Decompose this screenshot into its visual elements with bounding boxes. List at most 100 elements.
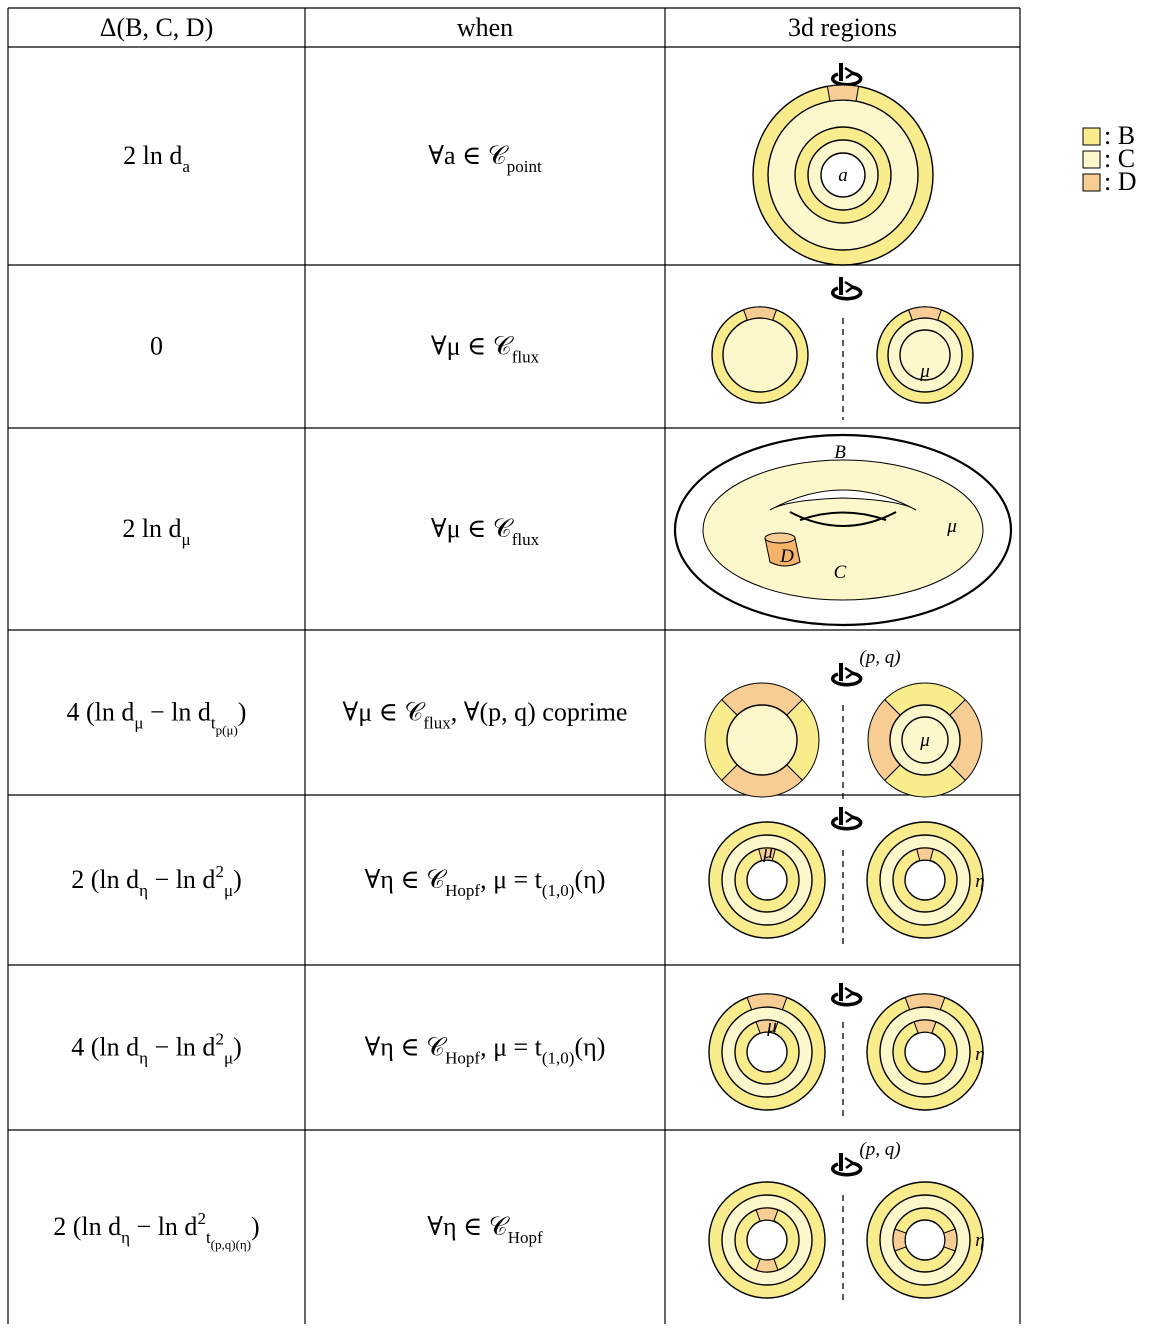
- cylinder-d: [764, 537, 801, 567]
- region: [746, 1031, 788, 1073]
- formula-part: μ: [182, 530, 191, 549]
- region: [904, 1031, 946, 1073]
- rotation-icon: [830, 285, 863, 301]
- formula-part: t: [211, 714, 216, 733]
- diagram-label: μ: [919, 361, 930, 382]
- formula-part: ∀η ∈ 𝒞: [365, 865, 449, 894]
- formula-part: 2 ln d: [122, 514, 181, 543]
- formula: 4 (ln dμ − ln dtp(μ)): [67, 698, 247, 738]
- header-cell: 3d regions: [788, 13, 897, 42]
- formula-part: ∀μ ∈ 𝒞: [343, 698, 427, 727]
- region-d: [755, 1019, 779, 1034]
- formula-part: η: [121, 1228, 130, 1247]
- header-cell: when: [457, 13, 513, 42]
- legend-swatch: [1082, 150, 1101, 169]
- condition: ∀μ ∈ 𝒞flux: [431, 332, 540, 367]
- formula-part: ∀μ ∈ 𝒞: [431, 514, 515, 543]
- rotation-arrow: [844, 66, 856, 80]
- formula-part: , μ = t: [480, 1033, 543, 1062]
- formula-part: 2: [197, 1209, 206, 1228]
- formula-part: Hopf: [445, 1049, 480, 1068]
- formula-part: − ln d: [130, 1212, 197, 1241]
- formula-part: 2 (ln d: [71, 865, 139, 894]
- formula: 0: [150, 332, 163, 361]
- table-grid: [7, 7, 1021, 1324]
- legend-label: : D: [1104, 167, 1137, 196]
- formula-part: − ln d: [148, 865, 215, 894]
- formula-part: μ: [134, 714, 143, 733]
- region: [901, 716, 949, 764]
- rotation-icon: [830, 671, 863, 687]
- formula-part: η: [139, 1049, 148, 1068]
- diagram-label: (p, q): [859, 1139, 900, 1160]
- cylinder-top: [764, 532, 796, 544]
- region: [746, 859, 788, 901]
- formula: 2 (ln dη − ln d2μ): [71, 862, 241, 900]
- region: [726, 704, 798, 776]
- formula-part: Hopf: [445, 881, 480, 900]
- diagram-label: μ: [946, 516, 957, 537]
- region-d: [913, 1019, 937, 1034]
- diagram-label: η: [975, 1044, 984, 1065]
- formula-part: , ∀(p, q) coprime: [451, 698, 628, 727]
- legend-label: : C: [1104, 144, 1135, 173]
- formula-part: (1,0): [542, 881, 575, 900]
- region-d: [755, 1207, 779, 1222]
- rotation-arrow: [844, 280, 856, 294]
- region-d: [746, 993, 788, 1011]
- diagram-label: η: [975, 1230, 984, 1251]
- formula-part: ∀η ∈ 𝒞: [427, 1212, 511, 1241]
- formula-part: ∀η ∈ 𝒞: [365, 1033, 449, 1062]
- rotation-arrow: [844, 1156, 856, 1170]
- diagram-label: a: [838, 165, 848, 186]
- torus-body: [702, 459, 984, 601]
- formula-part: , μ = t: [480, 865, 543, 894]
- region-d: [755, 1258, 779, 1273]
- formula: 2 ln dμ: [122, 514, 190, 549]
- region-d: [916, 847, 934, 862]
- formula-part: 2 ln d: [123, 141, 182, 170]
- region: [904, 1219, 946, 1261]
- torus-hole-upper: [799, 511, 887, 521]
- formula-part: ): [251, 1212, 260, 1241]
- formula: 2 (ln dη − ln d2t(p,q)(η)): [53, 1209, 259, 1252]
- region: [904, 859, 946, 901]
- formula: 2 ln da: [123, 141, 190, 176]
- condition: ∀μ ∈ 𝒞flux: [431, 514, 540, 549]
- formula-part: p(μ): [216, 723, 238, 738]
- formula-part: 4 (ln d: [71, 1033, 139, 1062]
- diagrams: [673, 63, 1101, 1300]
- formula-part: η: [139, 881, 148, 900]
- torus-hole-lower: [789, 511, 897, 527]
- rotation-arrow: [844, 986, 856, 1000]
- formula-part: − ln d: [148, 1033, 215, 1062]
- rotation-icon: [830, 991, 863, 1007]
- rotation-icon: [830, 1161, 863, 1177]
- diagram-label: (p, q): [859, 647, 900, 668]
- formula-part: flux: [512, 530, 540, 549]
- legend-swatch: [1082, 127, 1101, 146]
- diagram-label: D: [779, 546, 794, 567]
- formula-part: ∀a ∈ 𝒞: [428, 141, 509, 170]
- torus-hole: [769, 489, 917, 511]
- formula: 4 (ln dη − ln d2μ): [71, 1030, 241, 1068]
- formula-part: Hopf: [508, 1228, 543, 1247]
- diagram-label: B: [834, 442, 846, 463]
- formula-part: 0: [150, 332, 163, 361]
- region-d: [758, 847, 776, 862]
- formula-part: (1,0): [542, 1049, 575, 1068]
- formula-part: a: [182, 157, 190, 176]
- formula-part: point: [507, 157, 542, 176]
- formula-part: ∀μ ∈ 𝒞: [431, 332, 515, 361]
- region-d: [826, 84, 860, 102]
- rotation-icon: [830, 815, 863, 831]
- region-d: [892, 1228, 907, 1252]
- diagram-label: C: [834, 562, 847, 583]
- rotation-arrow: [844, 666, 856, 680]
- region: [899, 329, 951, 381]
- formula-part: − ln d: [144, 698, 211, 727]
- region-d: [907, 306, 943, 321]
- diagram-label: μ: [762, 842, 773, 863]
